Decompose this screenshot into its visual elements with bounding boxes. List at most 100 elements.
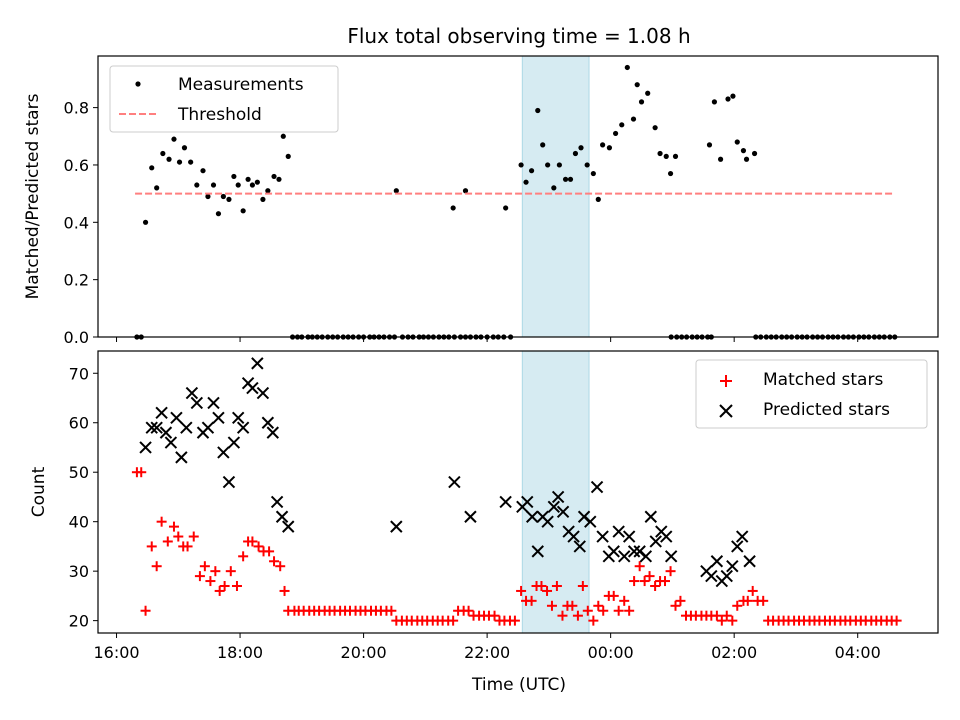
predicted-star-point (726, 560, 739, 573)
measurement-point (249, 182, 256, 188)
measurement-point (160, 150, 166, 157)
measurement-point (205, 193, 211, 200)
matched-star-point (891, 615, 902, 626)
x-axis-label: Time (UTC) (471, 675, 566, 695)
predicted-star-point (164, 436, 178, 449)
measurement-point (188, 159, 194, 165)
predicted-star-point (556, 505, 570, 518)
y-tick-label: 30 (69, 562, 89, 581)
measurement-point (556, 162, 562, 168)
predicted-star-point (664, 550, 678, 563)
predicted-star-point (212, 411, 225, 424)
x-tick-label: 02:00 (711, 643, 757, 662)
measurement-point (584, 162, 590, 168)
bottom-plot-marks (131, 357, 902, 626)
matched-star-point (598, 605, 609, 616)
measurement-point (220, 193, 226, 200)
top-axes-frame (97, 55, 939, 338)
bottom-legend-box (695, 359, 928, 429)
bottom-panel: 20 30 40 50 60 70 16:00 18:00 20:00 22:00 00:00 02… (29, 350, 939, 695)
predicted-star-point (720, 569, 733, 583)
matched-star-point (675, 595, 686, 606)
predicted-star-point (584, 515, 597, 528)
x-tick-label: 20:00 (341, 643, 387, 662)
measurement-point (606, 145, 613, 151)
predicted-star-point (246, 381, 259, 395)
measurement-point (194, 182, 200, 188)
legend-predicted-marker (719, 404, 733, 418)
predicted-star-point (139, 441, 152, 454)
measurement-point (740, 148, 747, 154)
measurement-point (657, 150, 663, 157)
predicted-star-point (551, 490, 565, 504)
measurement-point (545, 162, 551, 168)
measurement-point (590, 170, 596, 177)
matched-star-point (577, 581, 588, 591)
predicted-star-point (207, 396, 220, 410)
measurement-point (717, 156, 724, 162)
matched-star-point (448, 615, 459, 626)
measurement-point (285, 153, 291, 159)
y-tick-label: 0.0 (64, 328, 89, 347)
x-tick-label: 22:00 (464, 643, 510, 662)
predicted-star-point (201, 421, 215, 434)
bottom-y-axis-label: Count (29, 466, 49, 517)
measurement-point (751, 150, 758, 157)
predicted-star-point (159, 426, 173, 439)
measurement-point (215, 211, 222, 217)
measurement-point (245, 176, 251, 182)
predicted-star-point (222, 475, 236, 489)
predicted-star-point (282, 520, 295, 533)
matched-star-point (386, 605, 397, 616)
predicted-star-point (266, 426, 280, 439)
matched-star-point (182, 541, 193, 552)
predicted-star-point (541, 515, 554, 528)
top-legend-box (109, 65, 339, 133)
matched-star-point (624, 605, 635, 616)
matched-star-point (188, 531, 199, 542)
bottom-axes-frame (97, 350, 939, 634)
measurement-point (540, 142, 546, 148)
matched-star-point (151, 561, 162, 572)
predicted-star-point (596, 530, 609, 543)
predicted-star-point (155, 406, 168, 420)
matched-star-point (264, 546, 275, 557)
measurement-point (567, 176, 574, 182)
top-panel: Flux total observing time = 1.08 h 0.00.… (23, 24, 939, 347)
matched-star-point (567, 600, 578, 611)
predicted-star-point (499, 495, 512, 509)
measurement-point (226, 196, 232, 202)
measurement-point (634, 82, 640, 88)
y-tick-label: 0.8 (64, 99, 89, 118)
matched-star-point (140, 605, 151, 616)
predicted-star-point (639, 550, 653, 563)
matched-star-point (275, 561, 286, 572)
matched-star-point (608, 590, 619, 601)
measurement-point (231, 173, 237, 180)
matched-star-point (629, 576, 640, 587)
measurement-point (271, 173, 277, 180)
legend-matched-label: Matched stars (763, 370, 883, 390)
predicted-star-point (547, 500, 561, 514)
top-legend: Measurements Threshold (109, 65, 339, 133)
top-x-ticks (116, 337, 859, 342)
predicted-star-point (607, 545, 620, 558)
matched-star-point (639, 576, 650, 587)
y-tick-label: 40 (69, 513, 89, 532)
matched-star-point (732, 600, 743, 611)
legend-predicted-label: Predicted stars (763, 400, 890, 420)
matched-star-point (238, 551, 249, 562)
measurement-point (210, 182, 217, 188)
matched-star-point (557, 610, 568, 621)
matched-star-point (279, 585, 290, 596)
matched-star-point (146, 541, 157, 552)
legend-threshold-label: Threshold (177, 105, 262, 125)
measurement-point (181, 145, 188, 151)
predicted-star-point (261, 416, 275, 429)
matched-star-point (660, 576, 670, 587)
shaded-time-span (521, 55, 590, 338)
matched-star-point (758, 595, 769, 606)
measurement-point (523, 179, 529, 185)
matched-star-point (231, 581, 242, 591)
matched-star-point (582, 605, 593, 616)
